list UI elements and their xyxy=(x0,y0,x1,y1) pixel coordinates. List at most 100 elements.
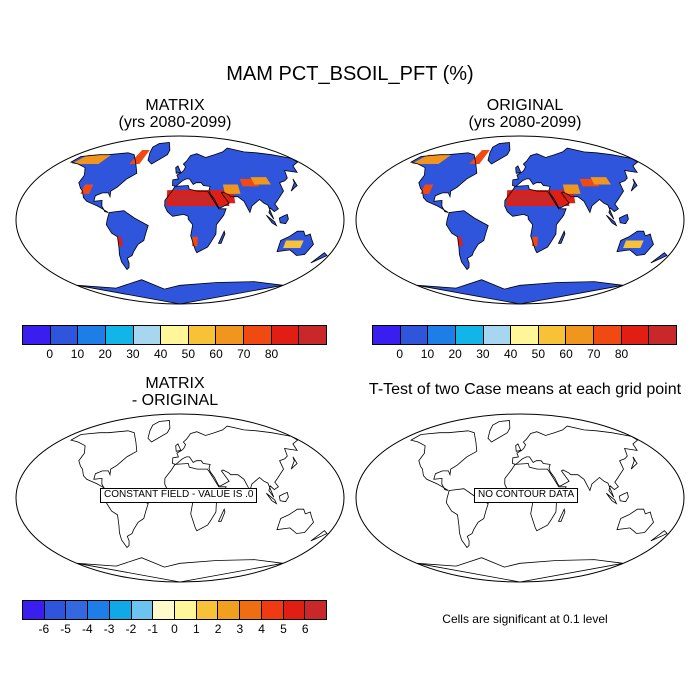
panel-title-original-line2: (yrs 2080-2099) xyxy=(468,113,582,131)
bare-soil-region xyxy=(457,236,463,247)
coastline-japan xyxy=(630,178,638,192)
colorbar-tick-label: 0 xyxy=(46,347,54,361)
coastline-japan xyxy=(630,456,638,470)
land-fill-britain xyxy=(515,165,521,174)
colorbar-swatch xyxy=(373,326,401,344)
colorbar-tick-label: 0 xyxy=(396,347,404,361)
coastline-africa xyxy=(164,185,227,254)
colorbar-tick-label: -1 xyxy=(147,622,159,636)
coastline-borneo xyxy=(278,491,289,503)
bare-soil-region xyxy=(129,150,150,164)
colorbar-swatch xyxy=(153,601,176,619)
colorbar-swatch xyxy=(649,326,677,344)
land-fill-borneo xyxy=(619,214,629,224)
coastline-northAmerica xyxy=(69,430,138,491)
coastline-sumatra xyxy=(266,492,278,505)
land-fill-eurasia xyxy=(172,148,298,220)
coastline-southAmerica xyxy=(105,488,149,549)
no-contour-note: NO CONTOUR DATA xyxy=(474,488,579,503)
coastline-eurasia xyxy=(172,425,299,498)
bare-soil-region xyxy=(511,193,556,204)
colorbar-tick-label: 70 xyxy=(237,347,251,361)
map-border xyxy=(15,135,345,305)
bare-soil-region xyxy=(117,236,123,247)
colorbar-tick-label: -4 xyxy=(82,622,93,636)
colorbar-swatch xyxy=(240,601,262,619)
coastline-australia xyxy=(276,230,314,256)
land-fill-greenland xyxy=(148,142,170,164)
colorbar-swatch xyxy=(511,326,539,344)
colorbar-swatch xyxy=(594,326,622,344)
coastline-madagascar xyxy=(217,508,226,522)
bare-soil-region xyxy=(192,236,198,247)
coastline-australia xyxy=(616,230,654,256)
land-fill-sumatra xyxy=(266,215,277,226)
colorbar-tick-label: 70 xyxy=(587,347,601,361)
colorbar-tick-label: -6 xyxy=(38,622,50,636)
coastline-britain xyxy=(175,443,182,452)
bare-soil-region xyxy=(250,177,271,185)
colorbar-swatch xyxy=(216,326,245,344)
coastline-greenland xyxy=(487,420,511,443)
colorbar-swatch xyxy=(23,601,45,619)
colorbar-tick-label: -2 xyxy=(125,622,137,636)
land-fill-borneo xyxy=(279,214,289,224)
bare-soil-region xyxy=(221,193,236,204)
colorbar-swatch xyxy=(78,326,106,344)
colorbar-tick-label: 50 xyxy=(181,347,196,361)
bare-soil-region xyxy=(561,193,576,204)
bare-soil-region xyxy=(171,193,216,204)
colorbar-tick-label: 60 xyxy=(559,347,573,361)
colorbar-swatch xyxy=(175,601,197,619)
land-fill-antarctica xyxy=(416,279,624,304)
colorbar-swatch xyxy=(244,326,272,344)
colorbar-swatch xyxy=(538,326,567,344)
colorbar-tick-label: 30 xyxy=(476,347,490,361)
colorbar-swatch xyxy=(455,326,484,344)
map-border xyxy=(355,135,685,305)
colorbar-difference-ticks: -6 -5 -4 -3 -2 -1 0 1 2 3 4 5 6 xyxy=(22,622,327,638)
colorbar-tick-label: 40 xyxy=(503,347,518,361)
land-fill-southAmerica xyxy=(446,210,489,270)
colorbar-swatch xyxy=(88,601,110,619)
coastline-northAmerica xyxy=(69,152,138,213)
colorbar-swatch xyxy=(283,601,306,619)
panel-title-matrix: MATRIX (yrs 2080-2099) xyxy=(60,97,290,132)
coastline-antarctica xyxy=(76,279,284,304)
panel-title-matrix-line2: (yrs 2080-2099) xyxy=(118,113,232,131)
coastline-newZealand xyxy=(310,252,328,264)
coastline-newZealand xyxy=(650,252,668,264)
colorbar-swatch xyxy=(305,601,327,619)
bare-soil-region xyxy=(562,184,581,194)
colorbar-tick-label: 20 xyxy=(448,347,462,361)
coastline-borneo xyxy=(278,213,289,225)
bare-soil-region xyxy=(623,240,644,248)
bare-soil-region xyxy=(532,236,538,247)
coastline-greenland xyxy=(147,142,171,165)
coastline-eurasia xyxy=(512,147,639,220)
coastline-southAmerica xyxy=(445,488,489,549)
coastline-newZealand xyxy=(310,530,328,542)
coastline-southAmerica xyxy=(445,210,489,271)
bare-soil-region xyxy=(80,184,94,194)
bare-soil-region xyxy=(469,150,490,164)
map-original xyxy=(355,135,685,305)
colorbar-swatch xyxy=(196,601,219,619)
coastline-antarctica xyxy=(416,279,624,304)
constant-field-note: CONSTANT FIELD - VALUE IS .0 xyxy=(100,488,258,503)
coastline-borneo xyxy=(618,491,629,503)
colorbar-swatch xyxy=(483,326,512,344)
land-fill-greenland xyxy=(488,142,510,164)
land-fill-northAmerica xyxy=(411,152,477,213)
colorbar-swatch xyxy=(188,326,217,344)
map-border xyxy=(15,413,345,583)
colorbar-tick-label: 10 xyxy=(70,347,85,361)
colorbar-tick-label: 0 xyxy=(171,622,178,636)
colorbar-swatch xyxy=(131,601,154,619)
land-fill-sumatra xyxy=(606,215,617,226)
coastline-northAmerica xyxy=(409,152,478,213)
panel-title-difference-line1: MATRIX xyxy=(145,375,205,392)
colorbar-matrix-ticks: 0 10 20 30 40 50 60 70 80 xyxy=(22,347,327,363)
coastline-madagascar xyxy=(557,230,566,244)
land-fill-northAmerica xyxy=(71,152,137,213)
